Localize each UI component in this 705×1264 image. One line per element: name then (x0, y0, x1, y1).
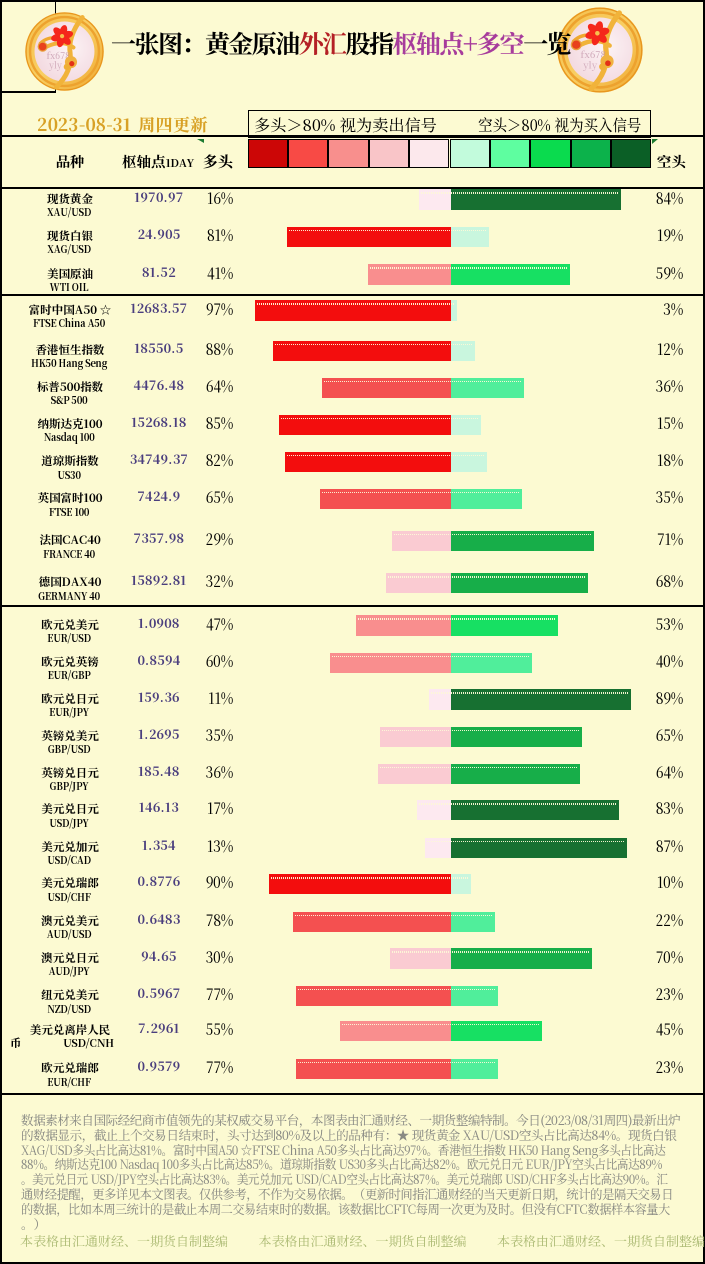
svg-text:yly: yly (582, 57, 598, 71)
svg-text:fx678: fx678 (581, 47, 606, 61)
svg-text:yly: yly (48, 59, 62, 72)
svg-text:fx678: fx678 (47, 49, 70, 62)
